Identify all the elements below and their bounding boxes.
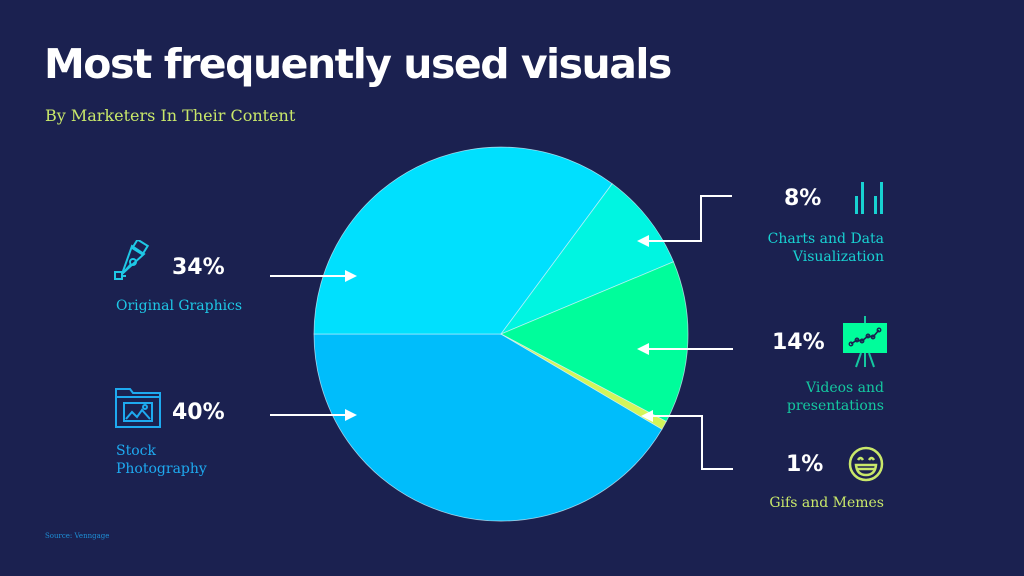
label-stock-photography-line2: Photography: [116, 461, 207, 477]
pct-videos: 14%: [772, 330, 825, 355]
label-videos: Videos and presentations: [760, 379, 884, 415]
label-videos-line1: Videos and: [806, 380, 884, 396]
pct-stock-photography: 40%: [172, 400, 225, 425]
image-folder-icon: [115, 388, 161, 428]
pct-original-graphics: 34%: [172, 255, 225, 280]
label-charts-line1: Charts and Data: [767, 231, 884, 247]
label-original-graphics: Original Graphics: [116, 298, 243, 314]
laughing-face-icon: [848, 446, 884, 482]
page-title: Most frequently used visuals: [44, 40, 672, 88]
slice-videos: [500, 261, 689, 423]
arrow-gifs: [641, 410, 733, 470]
slice-gifs: [500, 333, 667, 430]
slice-stock-photography: [313, 333, 663, 522]
label-videos-line2: presentations: [786, 398, 884, 414]
slice-charts: [499, 183, 675, 335]
label-stock-photography-line1: Stock: [116, 443, 156, 459]
presentation-board-icon: [843, 316, 887, 368]
slice-original-graphics: [313, 146, 613, 335]
label-stock-photography: Stock Photography: [116, 442, 207, 478]
page-subtitle: By Marketers In Their Content: [45, 106, 296, 125]
pct-gifs: 1%: [786, 452, 824, 477]
arrow-charts: [637, 195, 732, 247]
label-charts-line2: Visualization: [792, 249, 884, 265]
label-gifs: Gifs and Memes: [769, 495, 884, 511]
pen-tool-icon: [114, 240, 150, 280]
label-charts: Charts and Data Visualization: [760, 230, 884, 266]
source-note: Source: Venngage: [45, 532, 110, 540]
bar-chart-icon: [855, 182, 883, 214]
pct-charts: 8%: [784, 186, 822, 211]
